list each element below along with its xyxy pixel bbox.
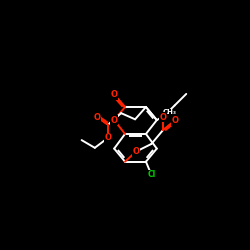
Text: O: O (160, 112, 166, 122)
Text: CH₃: CH₃ (163, 110, 177, 116)
Text: Cl: Cl (147, 170, 156, 179)
Text: O: O (132, 147, 140, 156)
Text: O: O (94, 112, 100, 122)
Text: O: O (111, 90, 118, 99)
Text: O: O (171, 116, 178, 125)
Text: O: O (111, 116, 118, 124)
Text: O: O (104, 133, 112, 142)
